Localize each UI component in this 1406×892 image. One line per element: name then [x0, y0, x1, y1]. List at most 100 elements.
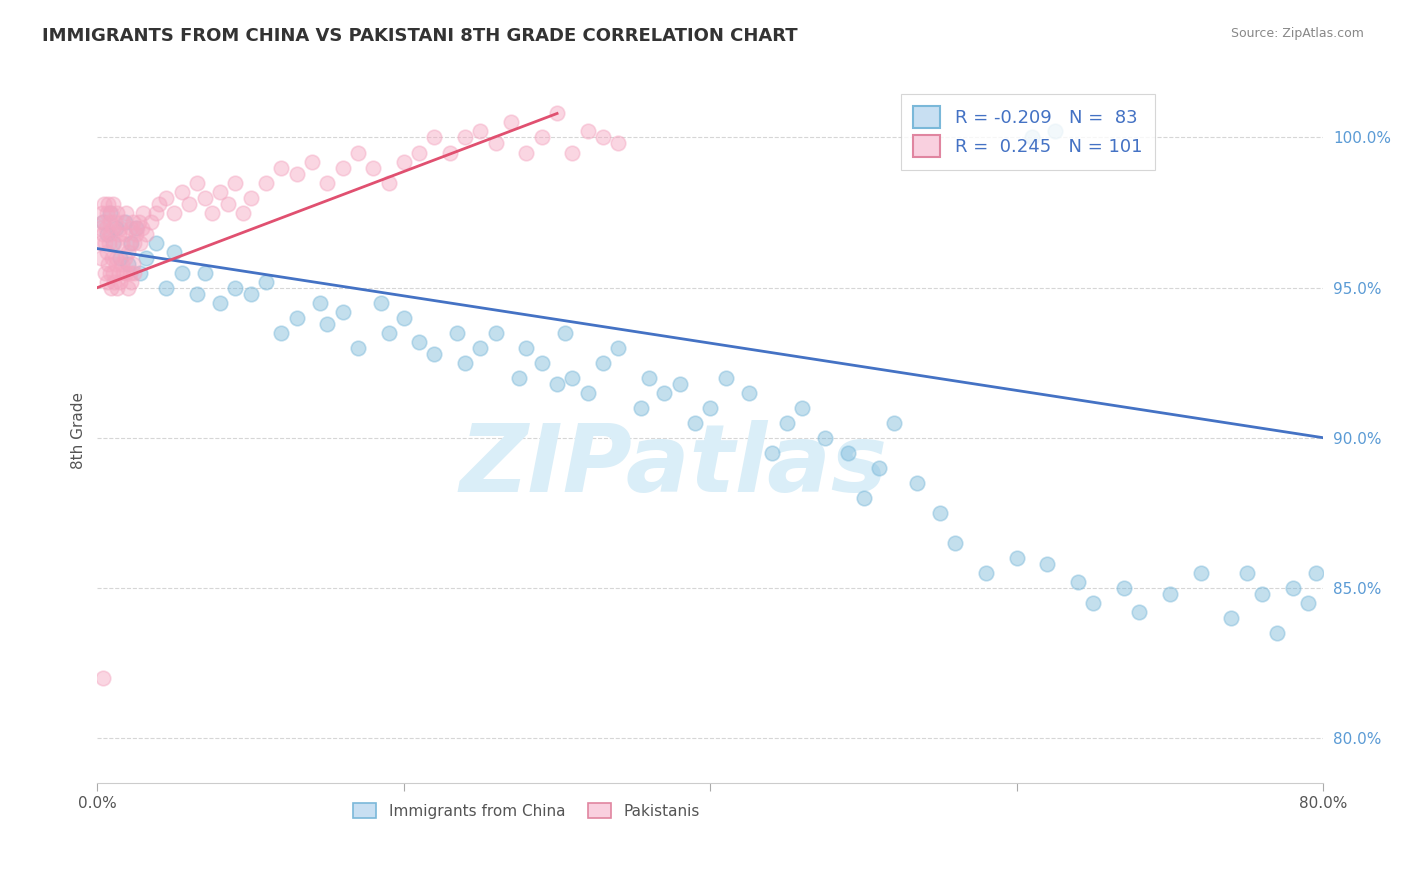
Point	[576, 124, 599, 138]
Point	[761, 446, 783, 460]
Point	[97, 196, 120, 211]
Point	[132, 205, 155, 219]
Point	[121, 214, 143, 228]
Point	[145, 205, 167, 219]
Point	[370, 295, 392, 310]
Point	[361, 161, 384, 175]
Point	[117, 280, 139, 294]
Point	[699, 401, 721, 415]
Point	[1128, 605, 1150, 619]
Point	[90, 251, 112, 265]
Point	[508, 370, 530, 384]
Point	[129, 266, 152, 280]
Point	[107, 227, 129, 241]
Point	[96, 227, 118, 241]
Point	[96, 205, 118, 219]
Point	[121, 257, 143, 271]
Point	[737, 385, 759, 400]
Point	[131, 220, 153, 235]
Point	[101, 251, 124, 265]
Point	[89, 220, 111, 235]
Point	[194, 266, 217, 280]
Point	[1159, 587, 1181, 601]
Point	[139, 214, 162, 228]
Point	[470, 341, 492, 355]
Point	[1021, 130, 1043, 145]
Point	[776, 416, 799, 430]
Point	[316, 317, 339, 331]
Point	[124, 220, 146, 235]
Point	[98, 214, 121, 228]
Point	[148, 196, 170, 211]
Point	[1036, 557, 1059, 571]
Text: ZIPatlas: ZIPatlas	[460, 419, 887, 511]
Point	[883, 416, 905, 430]
Point	[485, 136, 508, 151]
Point	[128, 214, 150, 228]
Point	[1281, 581, 1303, 595]
Point	[515, 341, 537, 355]
Point	[96, 275, 118, 289]
Point	[110, 220, 132, 235]
Point	[91, 227, 114, 241]
Point	[607, 136, 630, 151]
Point	[111, 257, 134, 271]
Point	[163, 244, 186, 259]
Point	[127, 220, 149, 235]
Point	[100, 205, 122, 219]
Point	[408, 334, 430, 349]
Point	[239, 190, 262, 204]
Point	[554, 326, 576, 340]
Text: IMMIGRANTS FROM CHINA VS PAKISTANI 8TH GRADE CORRELATION CHART: IMMIGRANTS FROM CHINA VS PAKISTANI 8TH G…	[42, 27, 797, 45]
Point	[155, 280, 177, 294]
Point	[103, 196, 125, 211]
Point	[120, 220, 142, 235]
Point	[98, 205, 121, 219]
Point	[111, 235, 134, 250]
Point	[122, 235, 145, 250]
Point	[118, 266, 141, 280]
Point	[1067, 574, 1090, 589]
Point	[98, 266, 121, 280]
Point	[270, 326, 292, 340]
Point	[392, 154, 415, 169]
Point	[439, 145, 461, 160]
Point	[454, 130, 477, 145]
Point	[101, 220, 124, 235]
Point	[115, 205, 138, 219]
Point	[112, 214, 135, 228]
Point	[100, 227, 122, 241]
Point	[112, 266, 135, 280]
Point	[1236, 566, 1258, 580]
Point	[118, 235, 141, 250]
Point	[423, 346, 446, 360]
Point	[546, 376, 568, 391]
Point	[1189, 566, 1212, 580]
Point	[837, 446, 859, 460]
Point	[377, 326, 399, 340]
Point	[129, 235, 152, 250]
Point	[347, 341, 370, 355]
Point	[155, 190, 177, 204]
Text: Source: ZipAtlas.com: Source: ZipAtlas.com	[1230, 27, 1364, 40]
Point	[104, 257, 127, 271]
Point	[546, 106, 568, 120]
Point	[232, 205, 254, 219]
Point	[446, 326, 468, 340]
Point	[285, 167, 308, 181]
Point	[107, 266, 129, 280]
Point	[392, 310, 415, 325]
Point	[186, 286, 208, 301]
Point	[377, 176, 399, 190]
Point	[120, 275, 142, 289]
Point	[100, 280, 122, 294]
Point	[592, 130, 614, 145]
Point	[683, 416, 706, 430]
Point	[97, 257, 120, 271]
Point	[94, 266, 117, 280]
Point	[103, 235, 125, 250]
Point	[316, 176, 339, 190]
Point	[179, 196, 201, 211]
Point	[110, 251, 132, 265]
Point	[91, 205, 114, 219]
